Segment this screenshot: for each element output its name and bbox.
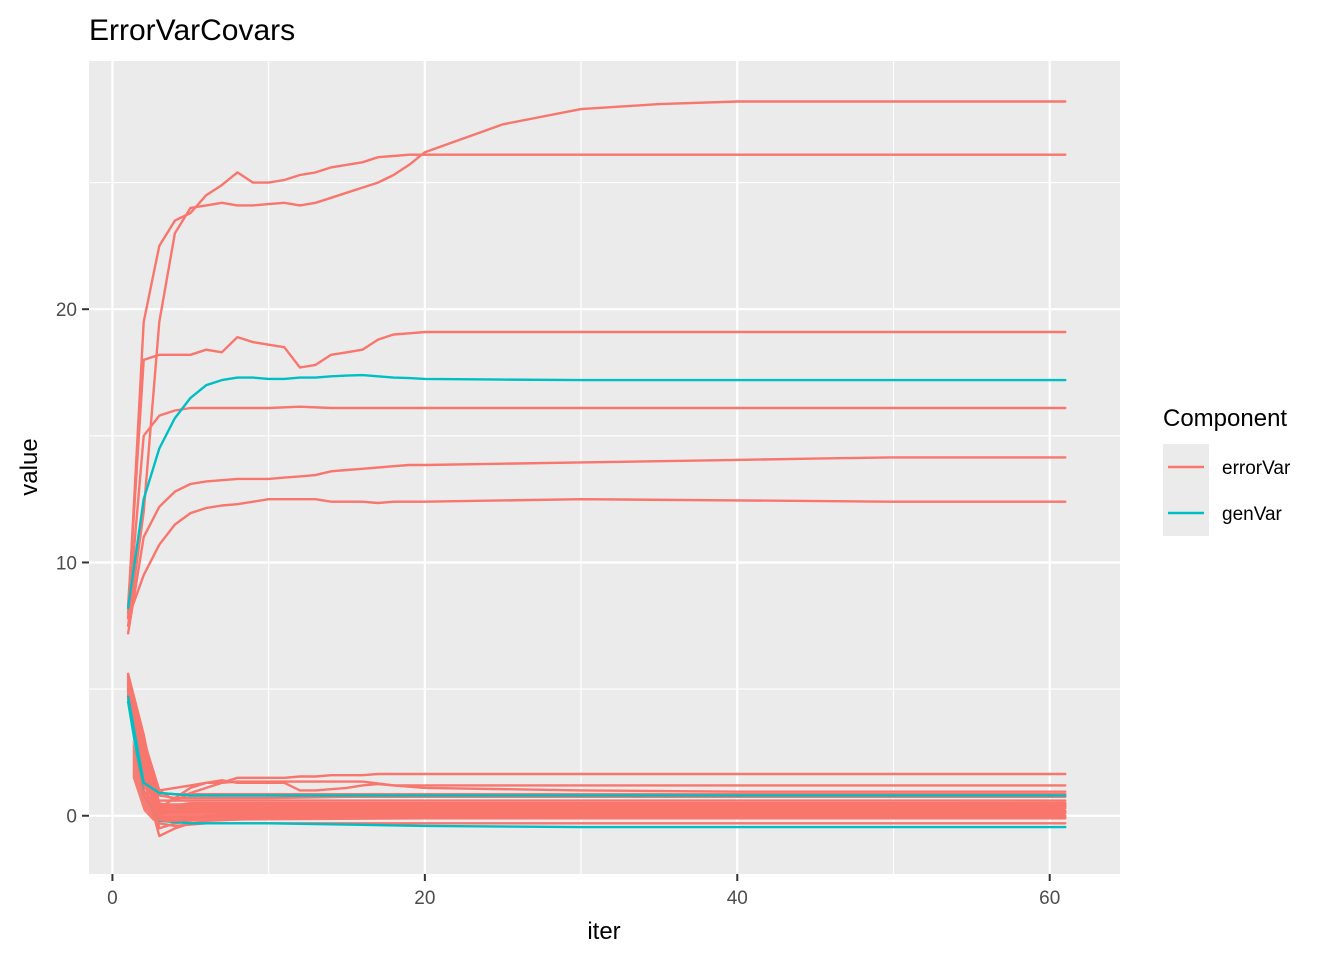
series-line-errorVar-2 [126,330,1067,607]
series-line-errorVar-5 [126,498,1067,620]
series-line-errorVar-17 [126,695,1067,802]
y-tick-label: 10 [56,553,77,574]
x-tick-label: 20 [414,888,435,909]
y-axis-title: value [16,438,43,495]
x-tick-label: 40 [727,888,748,909]
series-line-errorVar-3 [126,405,1067,620]
minor-gridlines [89,61,1120,874]
series-line-errorVar-1 [126,153,1067,615]
series-line-errorVar-4 [126,456,1067,635]
y-axis-ticks: 0 10 20 [56,300,89,828]
series-line-genVar-6 [126,373,1067,610]
series-band-errorVar [132,739,1066,823]
x-tick-label: 0 [107,888,118,909]
legend-label-errorVar: errorVar [1222,458,1291,479]
x-axis-ticks: 0 20 40 60 [107,874,1060,909]
legend-label-genVar: genVar [1222,504,1283,525]
y-tick-label: 20 [56,300,77,321]
series-line-errorVar-0 [126,100,1067,627]
legend-title: Component [1163,405,1287,432]
y-tick-label: 0 [66,807,77,828]
plot-panel [89,61,1120,874]
series-line-genVar-26 [126,695,1067,797]
x-axis-title: iter [587,918,620,945]
chart-title: ErrorVarCovars [89,14,295,47]
series-line-errorVar-15 [126,677,1067,800]
series-lines [126,100,1067,838]
series-line-errorVar-8 [126,687,1067,810]
x-tick-label: 60 [1039,888,1060,909]
series-line-errorVar-9 [126,682,1067,793]
legend: Component errorVar genVar [1163,405,1291,536]
